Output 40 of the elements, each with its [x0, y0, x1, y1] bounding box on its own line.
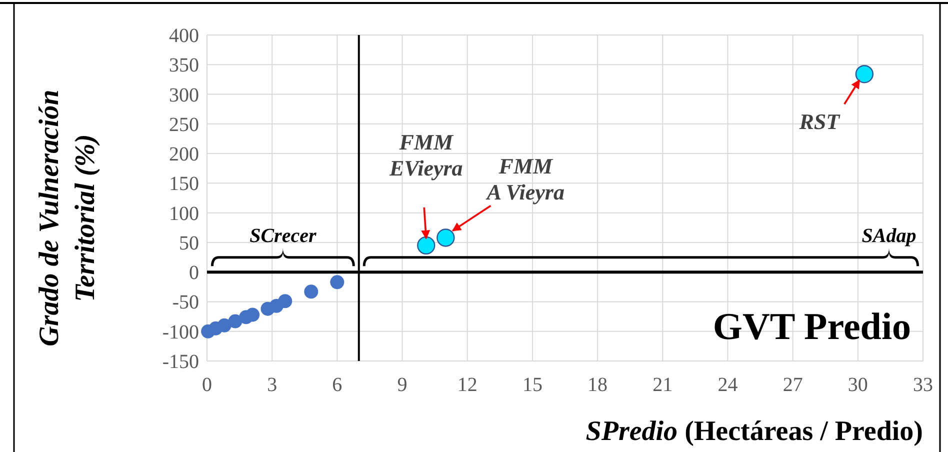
x-tick-label: 6	[332, 374, 342, 396]
annotation: SAdap	[862, 225, 916, 248]
y-tick-label: 250	[169, 114, 199, 136]
x-tick-label: 27	[782, 374, 803, 396]
x-tick-label: 15	[522, 374, 542, 396]
y-tick-label: -50	[172, 292, 199, 314]
x-axis-title: SPredio (Hectáreas / Predio)	[586, 416, 923, 447]
y-axis-title: Grado de Vulneración Territorial (%)	[34, 90, 101, 346]
point	[855, 65, 874, 84]
y-tick-label: 0	[189, 262, 199, 284]
x-tick-label: 12	[457, 374, 478, 396]
y-tick-label: -100	[162, 321, 199, 344]
annotation: FMM A Vieyra	[484, 154, 564, 205]
point	[330, 275, 344, 290]
y-tick-label: 200	[169, 144, 199, 166]
y-tick-label: 150	[169, 173, 199, 196]
point	[217, 318, 232, 332]
x-tick-label: 21	[652, 374, 673, 396]
point	[417, 236, 436, 254]
annotation: SCrecer	[250, 225, 316, 248]
annotation: FMM EVieyra	[388, 129, 463, 180]
y-tick-label: 400	[169, 25, 199, 47]
point	[304, 284, 318, 299]
annotation: GVT Predio	[712, 306, 911, 348]
y-tick-label: -150	[162, 351, 199, 373]
x-tick-label: 9	[397, 374, 408, 396]
y-tick-label: 350	[169, 54, 199, 77]
x-tick-label: 3	[267, 374, 278, 396]
annotation: RST	[798, 109, 842, 134]
y-tick-label: 100	[169, 202, 199, 225]
x-tick-label: 33	[913, 374, 933, 396]
point	[228, 314, 242, 328]
x-tick-label: 18	[588, 374, 608, 396]
point	[278, 294, 292, 308]
y-tick-label: 50	[179, 232, 199, 254]
point	[246, 308, 260, 322]
x-tick-label: 24	[718, 374, 738, 396]
point	[436, 228, 455, 247]
x-tick-label: 30	[848, 374, 868, 396]
y-tick-label: 300	[169, 84, 199, 106]
